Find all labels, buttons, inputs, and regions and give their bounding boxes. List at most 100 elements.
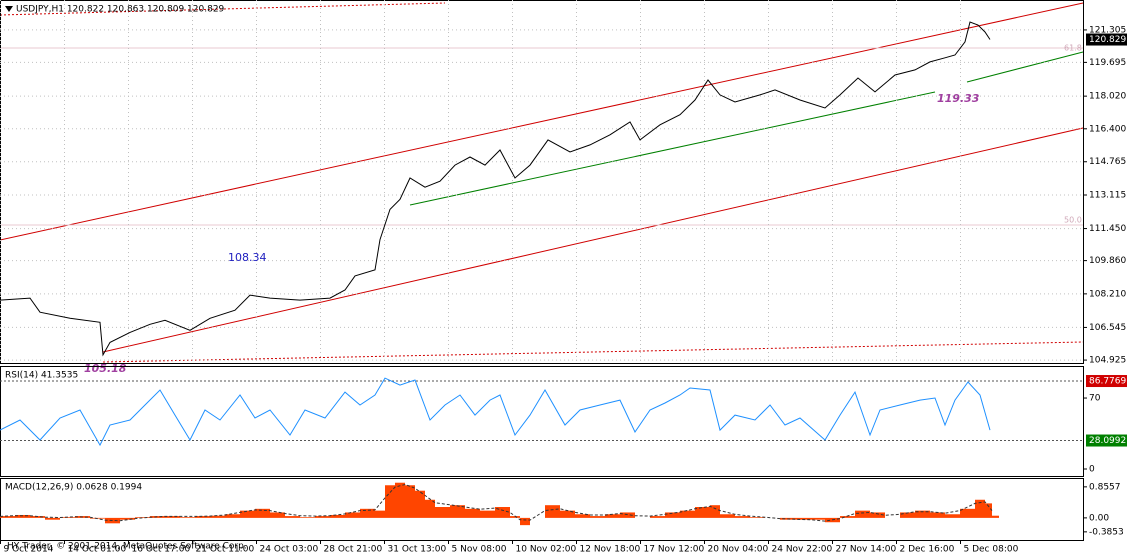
annotation: 50.0 [1064,216,1082,225]
bar [735,516,750,518]
x-tick-label: 24 Oct 03:00 [260,545,319,555]
channel-green [409,91,936,206]
panel-frame [0,478,1084,541]
bar [360,508,375,518]
line [0,483,993,522]
annotation: 119.33 [937,92,980,105]
level-label: 28.0992 [1089,436,1126,446]
y-tick-label: 121.305 [1089,25,1126,35]
panel-frame [0,0,1084,364]
x-tick-label: 21 Oct 11:00 [196,545,255,555]
channel-lower [102,127,1084,353]
x-tick-label: 5 Nov 08:00 [452,545,507,555]
bar [855,510,870,518]
y-tick-label: 114.765 [1089,157,1126,167]
bar [135,517,150,518]
bar [930,512,945,518]
channel-upper [0,2,1084,241]
level-box [1086,375,1127,388]
level-box [1086,434,1127,447]
bar [575,514,590,518]
annotation: 61.8 [1064,44,1082,53]
bar [300,517,315,518]
bar [915,510,930,518]
bar [465,508,480,518]
bar [560,510,575,518]
bar [710,505,720,518]
bar [680,510,695,518]
bar [120,517,135,520]
y-tick-label: 116.400 [1089,124,1126,134]
x-tick-label: 17 Nov 12:00 [644,545,705,555]
bar [405,485,415,518]
y-tick-label: 118.020 [1089,92,1126,102]
bar [810,517,825,520]
bar [210,515,225,518]
x-tick-label: 12 Nov 18:00 [580,545,641,555]
y-tick-label: 108.210 [1089,289,1126,299]
annotation: 108.34 [228,251,267,264]
panel-title: RSI(14) 41.3535 [5,371,78,381]
bar [992,515,999,518]
bar [750,517,765,518]
x-tick-label: 16 Oct 17:00 [132,545,191,555]
bar [840,516,855,518]
y-tick-label: -0.3853 [1089,527,1124,537]
bar [900,512,915,518]
bar [510,516,520,518]
symbol-icon [5,6,13,12]
bar [435,507,450,518]
x-tick-label: 31 Oct 13:00 [388,545,447,555]
x-tick-label: 14 Oct 01:00 [68,545,127,555]
channel-dotted [102,341,1084,363]
bar [195,516,210,518]
panel-title: MACD(12,26,9) 0.0628 0.1994 [5,483,142,493]
bar [590,516,605,518]
bar [180,517,195,518]
panel-title: USDJPY,H1 120.822 120.863 120.809 120.82… [16,5,225,15]
x-tick-label: 2 Dec 16:00 [900,545,955,555]
bar [315,516,330,518]
x-tick-label: 10 Nov 02:00 [516,545,577,555]
bar [425,499,435,518]
bar [15,514,30,518]
y-tick-label: 109.860 [1089,256,1126,266]
bar [695,507,710,518]
bar [345,512,360,518]
y-tick-label: 0 [1089,465,1095,475]
bar [240,510,255,518]
x-tick-label: 28 Oct 21:00 [324,545,383,555]
x-tick-label: 20 Nov 04:00 [708,545,769,555]
bar [720,514,735,518]
bar [270,512,285,518]
bar [415,490,425,518]
bar [945,514,960,518]
channels [0,2,1084,363]
bar [385,485,395,518]
y-tick-label: 104.925 [1089,356,1126,366]
annotation: 105.18 [84,362,127,375]
bar [605,514,620,518]
x-tick-label: 9 Oct 2014 [4,545,54,555]
line [0,377,991,447]
bar [795,517,810,520]
bar [975,499,985,518]
y-tick-label: 70 [1089,394,1101,404]
bar [285,516,300,518]
line [0,21,991,357]
channel-green [966,51,1084,83]
y-tick-label: 113.115 [1089,191,1126,201]
bar [45,517,60,520]
bar [985,503,992,518]
bar [545,505,560,518]
bar [0,516,15,518]
bar [225,514,240,518]
y-tick-label: 0.8557 [1089,482,1121,492]
bar [620,512,635,518]
bar [395,482,405,518]
y-tick-label: 111.450 [1089,224,1126,234]
bar [255,508,270,518]
